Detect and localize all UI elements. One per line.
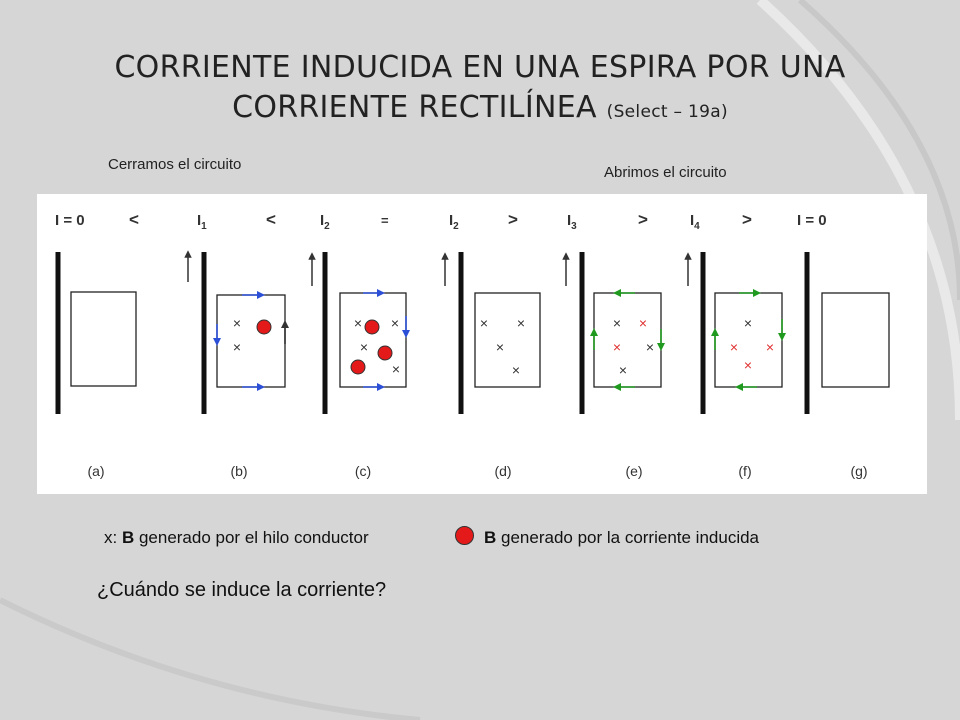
panel-header-e: I3 > xyxy=(567,210,648,232)
wire-field-marker: × xyxy=(360,339,368,355)
panel-caption: (a) xyxy=(87,463,104,479)
close-circuit-label: Cerramos el circuito xyxy=(108,156,242,173)
wire-field-marker: × xyxy=(391,315,399,331)
wire-field-marker: × xyxy=(480,315,488,331)
wire-field-marker: × xyxy=(496,339,504,355)
title-note: (Select – 19a) xyxy=(606,102,728,122)
comparison-symbol: = xyxy=(381,213,389,228)
induced-field-marker: × xyxy=(730,339,738,355)
wire-field-marker: × xyxy=(619,362,627,378)
wire-field-marker: × xyxy=(512,362,520,378)
legend-wire-text: generado por el hilo conductor xyxy=(134,528,369,547)
legend-b-symbol: B xyxy=(121,528,135,547)
panel-a xyxy=(55,252,137,414)
induced-field-marker: × xyxy=(613,339,621,355)
panel-header-c: I2 = xyxy=(320,212,389,232)
induced-field-marker: × xyxy=(639,315,647,331)
current-label: I2 xyxy=(449,212,459,232)
panel-caption: (c) xyxy=(355,463,371,479)
decor-arc xyxy=(798,0,960,301)
induced-field-dot xyxy=(256,319,272,335)
wire-field-marker: × xyxy=(354,315,362,331)
current-label: I3 xyxy=(567,212,577,232)
current-label: I = 0 xyxy=(797,212,827,229)
induced-field-dot xyxy=(364,319,380,335)
loop xyxy=(821,292,890,388)
panel-c: × × × × xyxy=(308,252,410,414)
induced-field-marker: × xyxy=(766,339,774,355)
panel-g xyxy=(804,252,890,414)
current-label: I4 xyxy=(690,212,700,232)
legend-wire-field: x: B generado por el hilo conductor xyxy=(104,528,369,548)
panel-caption: (g) xyxy=(850,463,867,479)
induced-field-dot xyxy=(377,345,393,361)
panel-header-f: I4 > xyxy=(690,210,752,232)
panel-caption: (e) xyxy=(625,463,642,479)
induction-diagram: I = 0 < I1 < I2 = I2 > I3 > I4 > I = 0 ×… xyxy=(37,194,927,494)
wire-field-marker: × xyxy=(517,315,525,331)
decor-arc xyxy=(0,597,421,720)
open-circuit-label: Abrimos el circuito xyxy=(604,164,727,181)
current-label: I2 xyxy=(320,212,330,232)
panel-f: × × × × xyxy=(684,252,786,414)
wire-field-marker: × xyxy=(233,315,241,331)
loop xyxy=(474,292,541,388)
question-text: ¿Cuándo se induce la corriente? xyxy=(97,579,387,601)
title-line-2: CORRIENTE RECTILÍNEA (Select – 19a) xyxy=(30,88,930,132)
panel-e: × × × × × xyxy=(562,252,665,414)
induced-field-dot xyxy=(350,359,366,375)
induced-field-marker: × xyxy=(744,357,752,373)
panel-caption: (f) xyxy=(738,463,751,479)
wire-field-marker: × xyxy=(392,361,400,377)
comparison-symbol: < xyxy=(266,210,276,229)
title-line-2-text: CORRIENTE RECTILÍNEA xyxy=(232,90,597,125)
legend-induced-text: generado por la corriente inducida xyxy=(496,528,760,547)
legend-b-symbol: B xyxy=(484,528,497,547)
current-label: I = 0 xyxy=(55,212,85,229)
current-label: I1 xyxy=(197,212,207,232)
slide-title: CORRIENTE INDUCIDA EN UNA ESPIRA POR UNA… xyxy=(30,48,930,132)
legend-red-dot-icon xyxy=(455,526,474,545)
title-line-1: CORRIENTE INDUCIDA EN UNA ESPIRA POR UNA xyxy=(114,50,846,85)
comparison-symbol: > xyxy=(742,210,752,229)
wire-field-marker: × xyxy=(613,315,621,331)
wire-field-marker: × xyxy=(744,315,752,331)
panel-header-g: I = 0 xyxy=(797,212,827,229)
loop xyxy=(70,291,137,387)
panel-header-a: I = 0 < xyxy=(55,210,139,229)
panel-caption: (d) xyxy=(494,463,511,479)
comparison-symbol: > xyxy=(638,210,648,229)
wire-field-marker: × xyxy=(646,339,654,355)
wire-field-marker: × xyxy=(233,339,241,355)
panel-b: × × xyxy=(184,250,289,414)
panel-caption: (b) xyxy=(230,463,247,479)
panel-d: × × × × xyxy=(441,252,541,414)
panel-header-d: I2 > xyxy=(449,210,518,232)
legend-induced-field: B generado por la corriente inducida xyxy=(484,528,759,548)
loop xyxy=(216,294,286,388)
comparison-symbol: > xyxy=(508,210,518,229)
legend-x-prefix: x: xyxy=(104,528,122,547)
comparison-symbol: < xyxy=(129,210,139,229)
panel-header-b: I1 < xyxy=(197,210,276,232)
